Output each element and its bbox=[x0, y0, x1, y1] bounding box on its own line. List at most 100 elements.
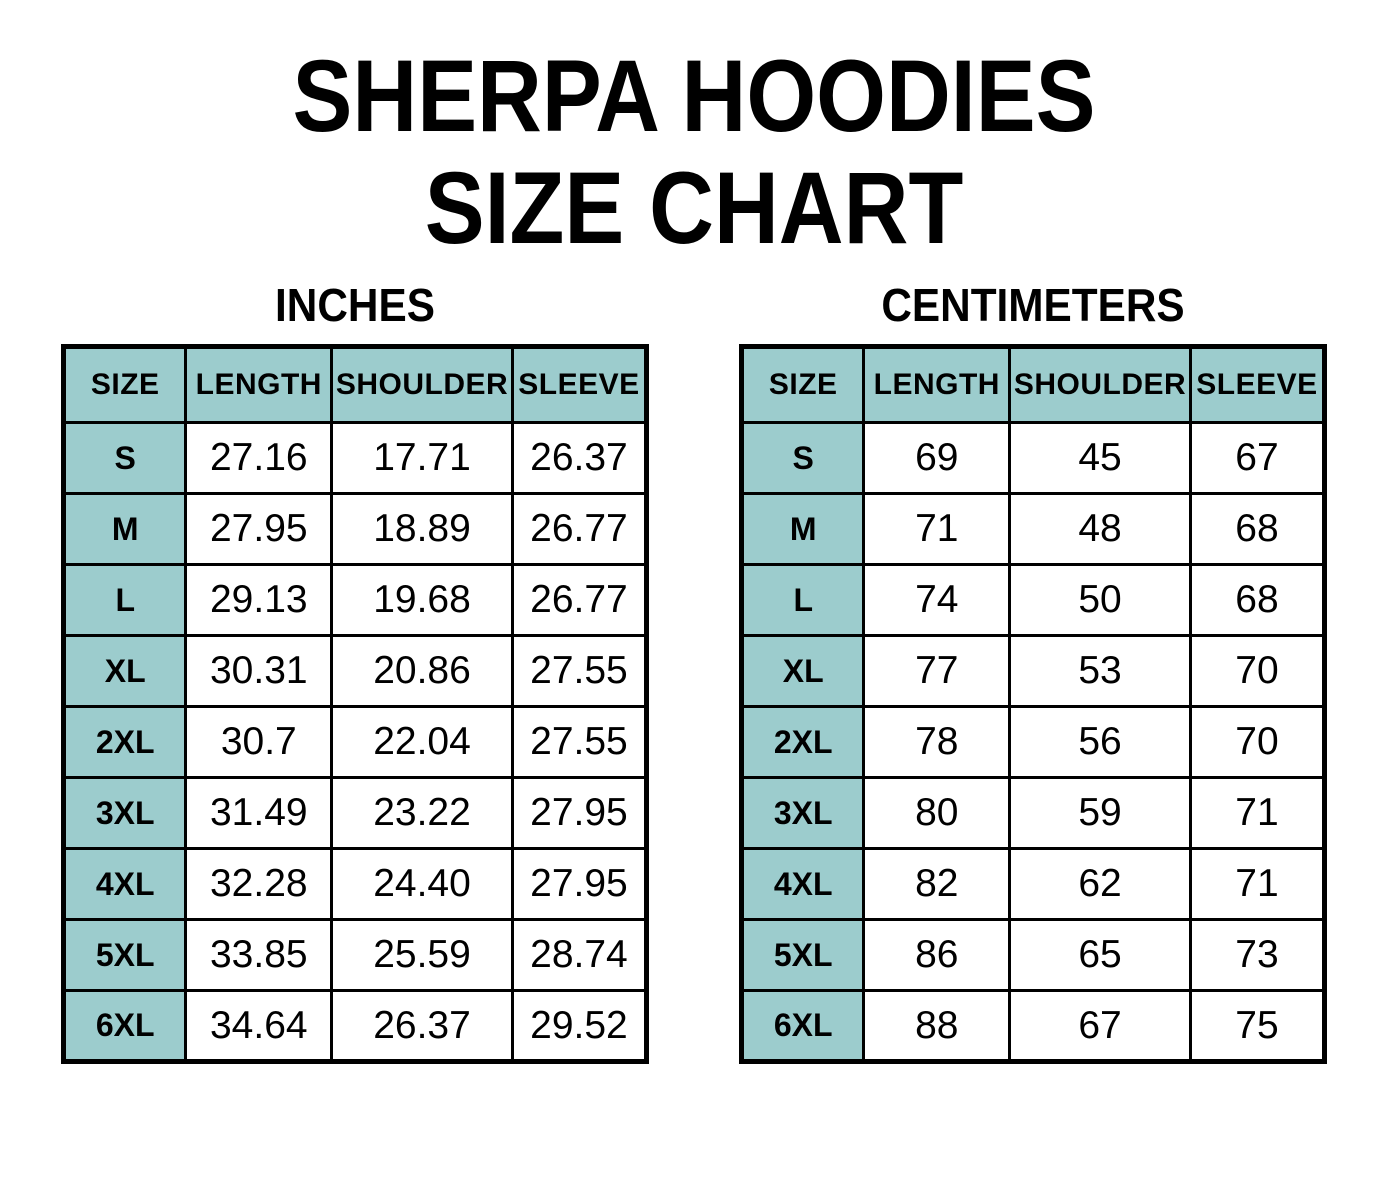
shoulder-value: 19.68 bbox=[330, 563, 514, 638]
sleeve-value: 68 bbox=[1188, 492, 1327, 567]
size-row-s: S 27.16 17.71 26.37 bbox=[61, 421, 649, 496]
centimeters-heading: CENTIMETERS bbox=[881, 279, 1185, 332]
shoulder-value: 45 bbox=[1008, 421, 1192, 496]
size-row-m: M 27.95 18.89 26.77 bbox=[61, 492, 649, 567]
column-header-length: LENGTH bbox=[184, 345, 334, 425]
size-row-5xl: 5XL 33.85 25.59 28.74 bbox=[61, 918, 649, 993]
sleeve-value: 26.77 bbox=[510, 492, 649, 567]
sleeve-value: 27.95 bbox=[510, 776, 649, 851]
length-value: 33.85 bbox=[184, 918, 334, 993]
length-value: 86 bbox=[862, 918, 1012, 993]
sleeve-value: 26.77 bbox=[510, 563, 649, 638]
size-row-2xl: 2XL 30.7 22.04 27.55 bbox=[61, 705, 649, 780]
shoulder-value: 26.37 bbox=[330, 989, 514, 1064]
sleeve-value: 27.55 bbox=[510, 705, 649, 780]
column-header-size: SIZE bbox=[61, 345, 188, 425]
shoulder-value: 59 bbox=[1008, 776, 1192, 851]
centimeters-table-section: CENTIMETERS SIZE LENGTH SHOULDER SLEEVE S 69 4… bbox=[739, 278, 1327, 1065]
size-label: 3XL bbox=[61, 776, 188, 851]
sleeve-value: 29.52 bbox=[510, 989, 649, 1064]
size-label: 4XL bbox=[739, 847, 866, 922]
length-value: 78 bbox=[862, 705, 1012, 780]
size-row-s: S 69 45 67 bbox=[739, 421, 1327, 496]
length-value: 30.31 bbox=[184, 634, 334, 709]
shoulder-value: 56 bbox=[1008, 705, 1192, 780]
length-value: 34.64 bbox=[184, 989, 334, 1064]
shoulder-value: 65 bbox=[1008, 918, 1192, 993]
centimeters-size-table: SIZE LENGTH SHOULDER SLEEVE S 69 45 67 M 71 48 68 L 7… bbox=[739, 344, 1327, 1065]
size-label: 5XL bbox=[61, 918, 188, 993]
length-value: 77 bbox=[862, 634, 1012, 709]
shoulder-value: 18.89 bbox=[330, 492, 514, 567]
shoulder-value: 53 bbox=[1008, 634, 1192, 709]
tables-container: INCHES SIZE LENGTH SHOULDER SLEEVE S 27.16 17.… bbox=[0, 278, 1388, 1065]
size-row-m: M 71 48 68 bbox=[739, 492, 1327, 567]
size-label: S bbox=[739, 421, 866, 496]
size-row-6xl: 6XL 34.64 26.37 29.52 bbox=[61, 989, 649, 1064]
size-row-3xl: 3XL 80 59 71 bbox=[739, 776, 1327, 851]
length-value: 82 bbox=[862, 847, 1012, 922]
shoulder-value: 17.71 bbox=[330, 421, 514, 496]
inches-table-section: INCHES SIZE LENGTH SHOULDER SLEEVE S 27.16 17.… bbox=[61, 278, 649, 1065]
size-label: 2XL bbox=[61, 705, 188, 780]
size-row-xl: XL 30.31 20.86 27.55 bbox=[61, 634, 649, 709]
length-value: 71 bbox=[862, 492, 1012, 567]
column-header-sleeve: SLEEVE bbox=[510, 345, 649, 425]
shoulder-value: 67 bbox=[1008, 989, 1192, 1064]
shoulder-value: 20.86 bbox=[330, 634, 514, 709]
title-line-1: SHERPA HOODIES bbox=[292, 39, 1096, 153]
size-label: 4XL bbox=[61, 847, 188, 922]
page-title: SHERPA HOODIES SIZE CHART bbox=[0, 0, 1388, 265]
sleeve-value: 27.55 bbox=[510, 634, 649, 709]
header-row: SIZE LENGTH SHOULDER SLEEVE bbox=[61, 345, 649, 425]
length-value: 69 bbox=[862, 421, 1012, 496]
size-label: 6XL bbox=[61, 989, 188, 1064]
length-value: 30.7 bbox=[184, 705, 334, 780]
size-row-4xl: 4XL 32.28 24.40 27.95 bbox=[61, 847, 649, 922]
size-label: 3XL bbox=[739, 776, 866, 851]
length-value: 31.49 bbox=[184, 776, 334, 851]
sleeve-value: 27.95 bbox=[510, 847, 649, 922]
size-label: XL bbox=[739, 634, 866, 709]
size-label: L bbox=[739, 563, 866, 638]
size-row-l: L 74 50 68 bbox=[739, 563, 1327, 638]
inches-size-table: SIZE LENGTH SHOULDER SLEEVE S 27.16 17.71 26.37… bbox=[61, 344, 649, 1065]
sleeve-value: 75 bbox=[1188, 989, 1327, 1064]
size-row-2xl: 2XL 78 56 70 bbox=[739, 705, 1327, 780]
size-row-3xl: 3XL 31.49 23.22 27.95 bbox=[61, 776, 649, 851]
column-header-shoulder: SHOULDER bbox=[1008, 345, 1192, 425]
shoulder-value: 22.04 bbox=[330, 705, 514, 780]
size-row-4xl: 4XL 82 62 71 bbox=[739, 847, 1327, 922]
length-value: 27.16 bbox=[184, 421, 334, 496]
size-row-5xl: 5XL 86 65 73 bbox=[739, 918, 1327, 993]
sleeve-value: 68 bbox=[1188, 563, 1327, 638]
sleeve-value: 67 bbox=[1188, 421, 1327, 496]
sleeve-value: 70 bbox=[1188, 705, 1327, 780]
column-header-size: SIZE bbox=[739, 345, 866, 425]
size-label: M bbox=[61, 492, 188, 567]
size-row-xl: XL 77 53 70 bbox=[739, 634, 1327, 709]
size-label: L bbox=[61, 563, 188, 638]
shoulder-value: 50 bbox=[1008, 563, 1192, 638]
sleeve-value: 26.37 bbox=[510, 421, 649, 496]
column-header-length: LENGTH bbox=[862, 345, 1012, 425]
size-label: 6XL bbox=[739, 989, 866, 1064]
shoulder-value: 62 bbox=[1008, 847, 1192, 922]
shoulder-value: 24.40 bbox=[330, 847, 514, 922]
sleeve-value: 28.74 bbox=[510, 918, 649, 993]
column-header-shoulder: SHOULDER bbox=[330, 345, 514, 425]
inches-heading: INCHES bbox=[275, 279, 435, 332]
sleeve-value: 71 bbox=[1188, 847, 1327, 922]
length-value: 27.95 bbox=[184, 492, 334, 567]
length-value: 80 bbox=[862, 776, 1012, 851]
column-header-sleeve: SLEEVE bbox=[1188, 345, 1327, 425]
size-row-l: L 29.13 19.68 26.77 bbox=[61, 563, 649, 638]
sleeve-value: 73 bbox=[1188, 918, 1327, 993]
length-value: 29.13 bbox=[184, 563, 334, 638]
sleeve-value: 71 bbox=[1188, 776, 1327, 851]
length-value: 88 bbox=[862, 989, 1012, 1064]
shoulder-value: 23.22 bbox=[330, 776, 514, 851]
size-label: 2XL bbox=[739, 705, 866, 780]
size-row-6xl: 6XL 88 67 75 bbox=[739, 989, 1327, 1064]
